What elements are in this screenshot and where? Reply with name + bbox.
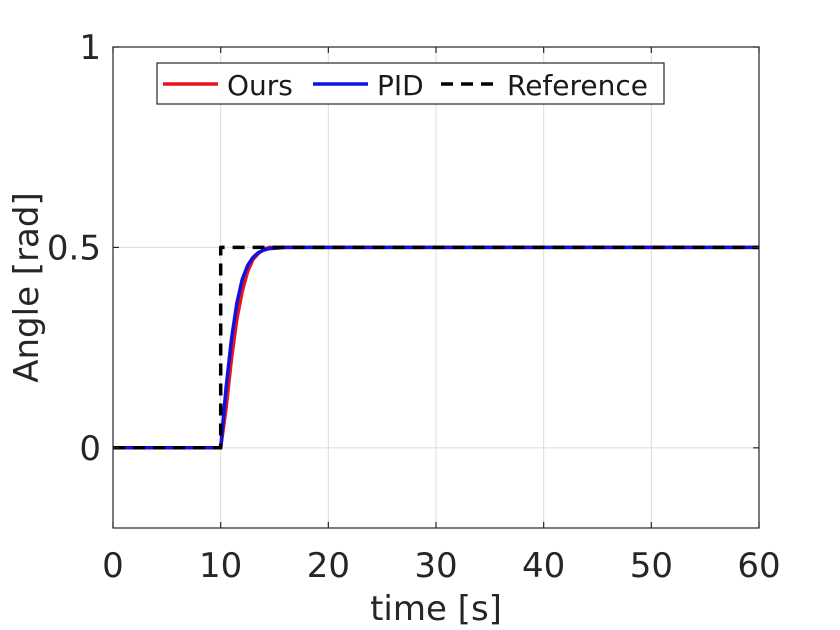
x-tick-label: 40 xyxy=(522,546,565,586)
x-tick-label: 50 xyxy=(630,546,673,586)
legend-box xyxy=(156,62,665,105)
axis-ticks: 0 10 20 30 40 50 60 0 0.5 1 xyxy=(47,28,781,586)
x-tick-label: 60 xyxy=(737,546,780,586)
y-tick-label: 0 xyxy=(79,429,101,469)
legend-label-pid: PID xyxy=(377,69,424,102)
series-layer xyxy=(113,245,759,450)
y-tick-label: 0.5 xyxy=(47,228,101,268)
x-tick-label: 20 xyxy=(307,546,350,586)
x-axis-label: time [s] xyxy=(370,589,502,629)
legend: Ours PID Reference xyxy=(156,62,665,105)
legend-label-reference: Reference xyxy=(507,69,648,102)
x-tick-label: 30 xyxy=(414,546,457,586)
x-tick-label: 10 xyxy=(199,546,242,586)
legend-label-ours: Ours xyxy=(227,69,293,102)
x-tick-label: 0 xyxy=(102,546,124,586)
series-line-reference xyxy=(113,245,759,450)
y-axis-label: Angle [rad] xyxy=(7,192,47,383)
y-tick-label: 1 xyxy=(79,28,101,68)
